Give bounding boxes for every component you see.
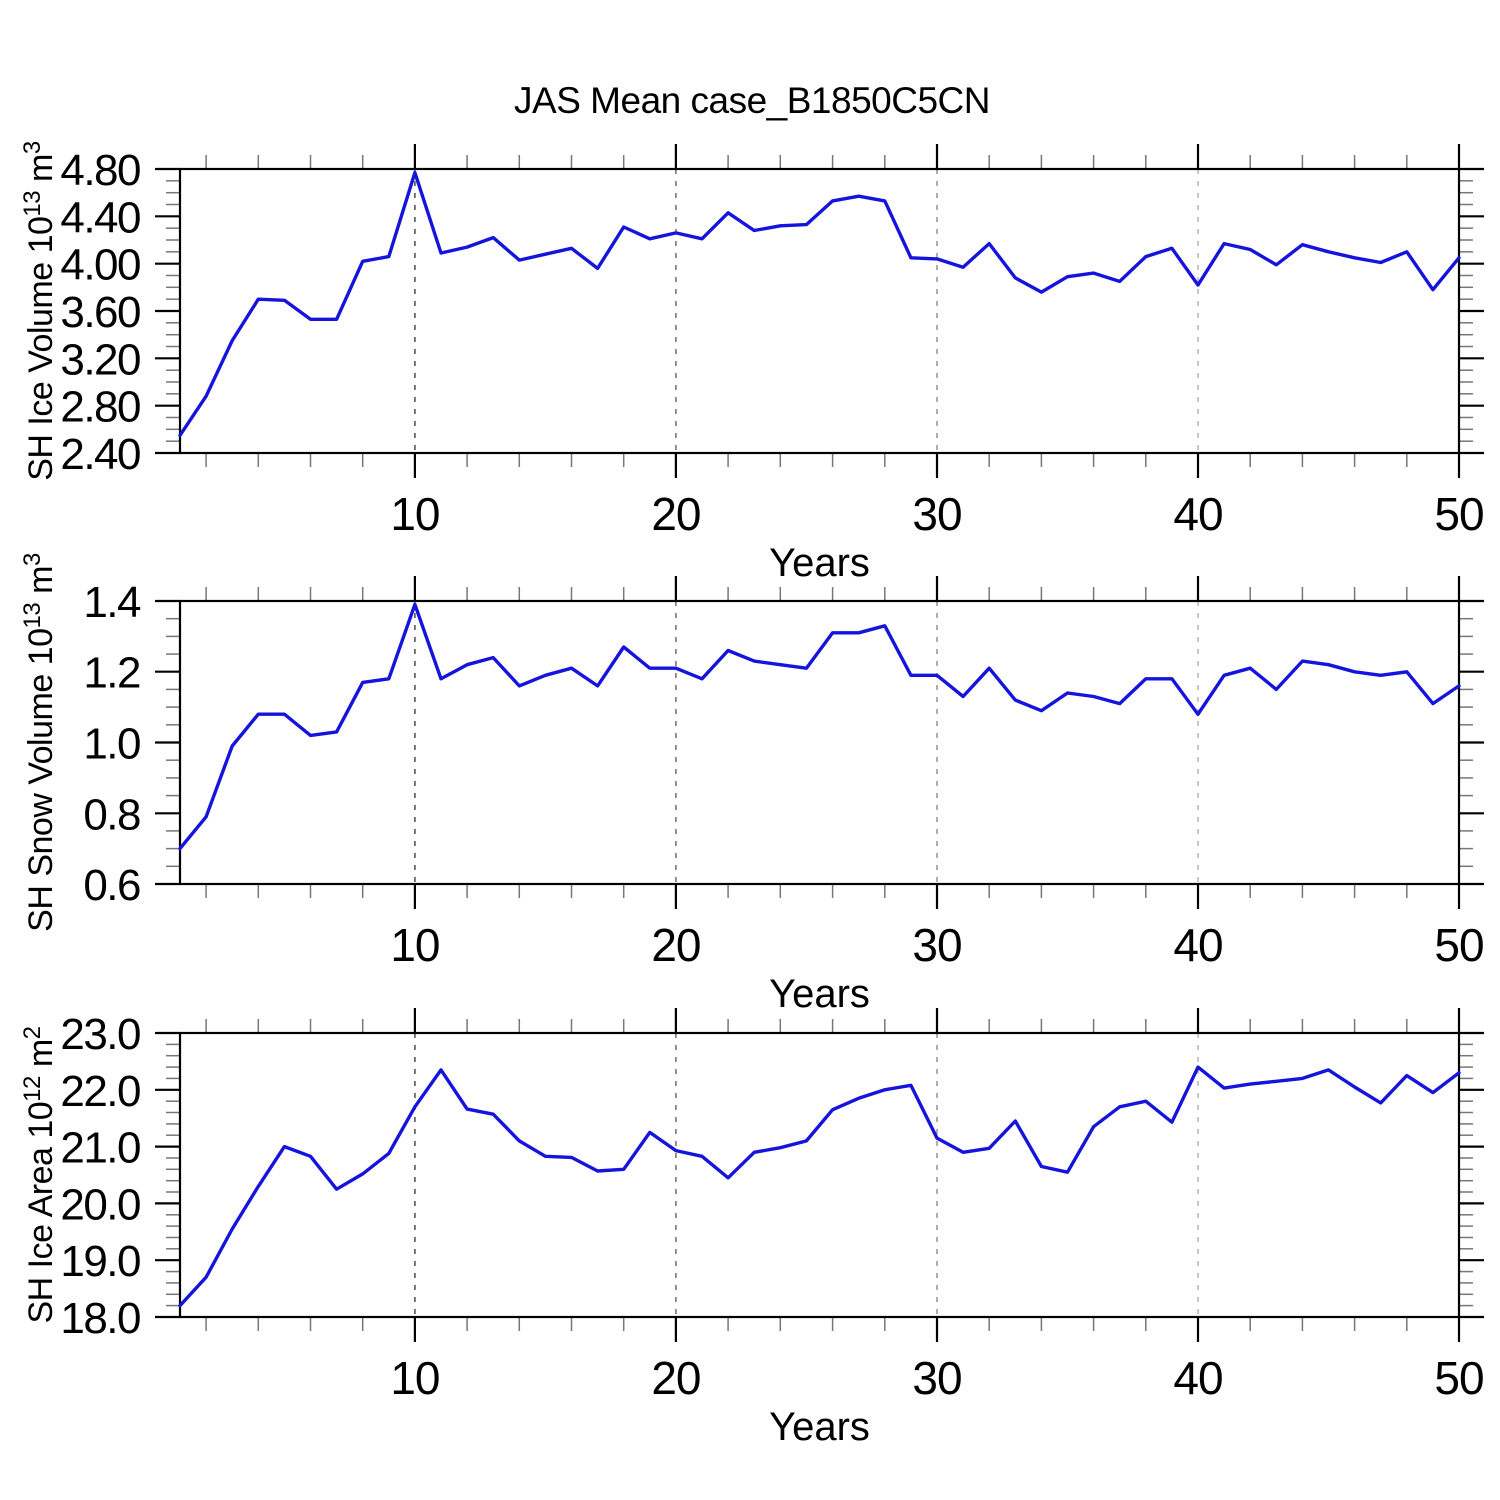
x-axis-title: Years (769, 972, 870, 1016)
x-tick-label: 20 (651, 488, 700, 540)
gridlines (414, 169, 1199, 453)
y-tick-label: 1.0 (83, 720, 140, 769)
x-tick-label: 20 (651, 1352, 700, 1404)
y-tick-label: 23.0 (60, 1010, 140, 1059)
page-title: JAS Mean case_B1850C5CN (514, 80, 990, 121)
x-tick-label: 50 (1434, 919, 1483, 971)
ice-volume-line (178, 170, 1461, 437)
y-tick-label: 4.40 (60, 193, 140, 242)
x-tick-label: 40 (1173, 919, 1222, 971)
panel-snow-volume: 0.6 0.8 1.0 1.2 1.4 10 20 30 40 50 Years SH Snow Vo… (19, 553, 1485, 1016)
ice-area-line (178, 1065, 1461, 1308)
y-tick-label: 3.20 (60, 335, 140, 384)
y-tick-label: 1.4 (83, 578, 141, 627)
x-tick-label: 40 (1173, 1352, 1222, 1404)
y-ticks: 18.0 19.0 20.0 21.0 22.0 23.0 (60, 1010, 1484, 1343)
x-ticks: 10 20 30 40 50 (205, 144, 1485, 540)
y-tick-label: 2.80 (60, 383, 140, 432)
y-ticks: 0.6 0.8 1.0 1.2 1.4 (83, 578, 1484, 910)
y-tick-label: 21.0 (60, 1124, 140, 1173)
y-tick-label: 2.40 (60, 430, 140, 479)
x-tick-label: 50 (1434, 488, 1483, 540)
y-tick-label: 4.80 (60, 146, 140, 195)
x-tick-label: 10 (390, 488, 439, 540)
snow-volume-line (178, 602, 1461, 851)
y-tick-label: 19.0 (60, 1237, 140, 1286)
x-axis-title: Years (769, 1405, 870, 1449)
x-tick-label: 40 (1173, 488, 1222, 540)
y-axis-title: SH Ice Volume 1013 m3 (19, 141, 60, 481)
x-ticks: 10 20 30 40 50 (205, 576, 1485, 971)
y-axis-title: SH Ice Area 1012 m2 (19, 1026, 60, 1323)
x-tick-label: 10 (390, 919, 439, 971)
y-tick-label: 18.0 (60, 1294, 140, 1343)
y-tick-label: 0.8 (83, 790, 140, 839)
y-ticks: 2.402.803.203.604.004.404.80 (60, 146, 1484, 479)
plot-frame (178, 1031, 1461, 1319)
gridlines (414, 601, 1199, 884)
x-tick-label: 50 (1434, 1352, 1483, 1404)
x-axis-title: Years (769, 541, 870, 585)
y-tick-label: 1.2 (83, 649, 140, 698)
x-tick-label: 20 (651, 919, 700, 971)
y-tick-label: 3.60 (60, 288, 140, 337)
x-tick-label: 30 (912, 1352, 961, 1404)
x-tick-label: 30 (912, 488, 961, 540)
plot-frame (178, 167, 1461, 455)
plot-frame (178, 599, 1461, 886)
x-tick-label: 30 (912, 919, 961, 971)
y-axis-title: SH Snow Volume 1013 m3 (19, 553, 60, 932)
panel-ice-area: 18.0 19.0 20.0 21.0 22.0 23.0 10 20 30 40 50 Years S… (19, 1008, 1485, 1449)
gridlines (414, 1033, 1199, 1317)
x-tick-label: 10 (390, 1352, 439, 1404)
y-tick-label: 22.0 (60, 1067, 140, 1116)
y-tick-label: 0.6 (83, 861, 140, 910)
y-tick-label: 4.00 (60, 241, 140, 290)
panel-ice-volume: 2.402.803.203.604.004.404.80 10 20 30 40 50 Ye… (19, 141, 1485, 585)
x-ticks: 10 20 30 40 50 (205, 1008, 1485, 1404)
y-tick-label: 20.0 (60, 1180, 140, 1229)
